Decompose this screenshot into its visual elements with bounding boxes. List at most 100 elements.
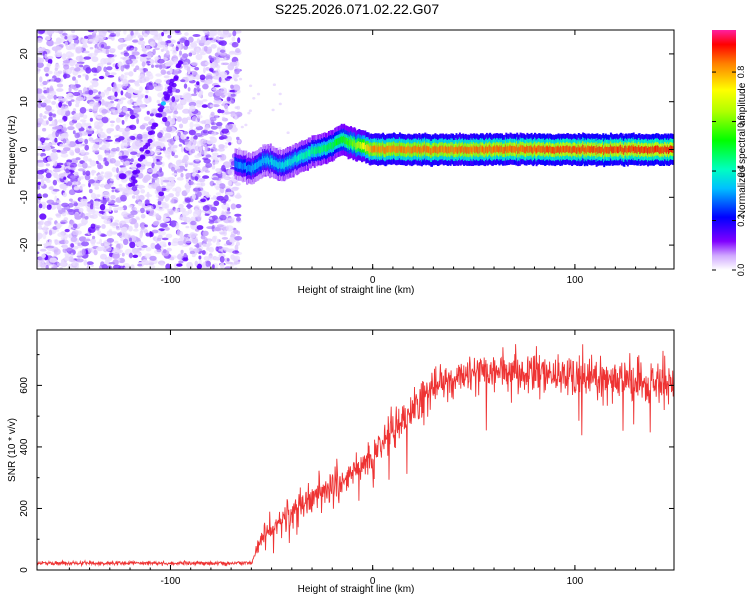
- noise-speck: [81, 38, 88, 44]
- noise-speck: [209, 104, 215, 108]
- noise-speck: [94, 36, 99, 43]
- noise-speck: [180, 222, 188, 225]
- noise-speck: [70, 252, 74, 258]
- noise-speck: [131, 155, 136, 159]
- noise-speck: [45, 251, 51, 255]
- noise-speck: [130, 210, 138, 215]
- noise-speck: [211, 122, 217, 126]
- noise-speck: [201, 138, 207, 144]
- noise-speck: [231, 186, 239, 192]
- noise-speck: [217, 147, 225, 152]
- noise-speck: [56, 200, 61, 204]
- noise-speck: [118, 257, 125, 263]
- noise-speck: [140, 214, 146, 219]
- y-tick-label: 10: [19, 96, 30, 108]
- noise-speck: [132, 133, 138, 137]
- noise-speck: [98, 213, 103, 217]
- noise-speck: [156, 243, 160, 250]
- noise-speck: [138, 74, 145, 81]
- noise-speck: [183, 154, 189, 162]
- noise-speck: [169, 67, 173, 74]
- noise-speck: [64, 41, 69, 47]
- streak-speck: [159, 105, 165, 110]
- noise-speck: [161, 31, 165, 37]
- noise-speck: [109, 103, 115, 107]
- noise-speck: [114, 91, 118, 97]
- noise-speck: [57, 263, 61, 266]
- noise-speck: [197, 214, 202, 222]
- y-tick-label: -10: [19, 190, 30, 205]
- noise-speck: [40, 248, 47, 252]
- noise-speck: [54, 137, 58, 143]
- noise-speck: [128, 79, 136, 83]
- y-tick-label: -20: [19, 237, 30, 252]
- noise-speck: [124, 160, 130, 166]
- noise-speck: [77, 137, 84, 142]
- streak-speck: [175, 63, 181, 69]
- noise-speck: [208, 67, 214, 72]
- noise-speck: [228, 52, 235, 56]
- noise-speck: [42, 80, 48, 86]
- noise-speck: [37, 174, 44, 180]
- noise-speck: [139, 86, 143, 93]
- noise-speck: [119, 111, 126, 117]
- streak-speck: [160, 101, 166, 106]
- noise-speck: [110, 72, 117, 76]
- noise-speck: [37, 235, 40, 242]
- snr-series-line: [37, 344, 674, 568]
- noise-speck: [82, 73, 87, 77]
- noise-speck: [70, 175, 76, 179]
- noise-speck: [165, 184, 173, 190]
- noise-speck: [211, 177, 220, 181]
- noise-speck: [90, 214, 98, 220]
- noise-speck: [136, 172, 144, 179]
- noise-speck: [40, 102, 47, 108]
- noise-speck: [90, 264, 94, 267]
- noise-speck: [136, 117, 140, 125]
- noise-speck: [220, 154, 227, 161]
- noise-speck: [45, 35, 51, 41]
- noise-speck: [187, 87, 191, 92]
- noise-speck: [176, 168, 184, 173]
- noise-speck: [46, 63, 52, 67]
- noise-speck: [215, 246, 219, 252]
- noise-speck: [55, 130, 60, 138]
- noise-speck: [108, 262, 116, 265]
- y-tick-label: 20: [19, 48, 30, 60]
- snr-frame: [36, 329, 675, 571]
- noise-speck: [118, 184, 123, 187]
- noise-speck: [86, 261, 94, 266]
- noise-speck: [195, 74, 201, 80]
- noise-speck: [163, 249, 167, 254]
- noise-speck: [234, 213, 242, 217]
- noise-speck: [238, 77, 243, 81]
- x-tick-label: 100: [567, 275, 584, 286]
- noise-speck: [97, 120, 104, 128]
- noise-speck: [115, 161, 119, 166]
- noise-speck: [104, 215, 108, 220]
- noise-speck: [220, 87, 228, 94]
- noise-speck: [256, 92, 261, 96]
- noise-speck: [52, 168, 61, 173]
- noise-speck: [206, 242, 210, 249]
- noise-speck: [42, 232, 47, 240]
- noise-speck: [189, 105, 196, 112]
- noise-speck: [201, 120, 207, 125]
- noise-speck: [156, 237, 162, 241]
- x-tick-label: 100: [567, 576, 584, 587]
- noise-speck: [47, 58, 53, 65]
- noise-speck: [83, 122, 92, 126]
- noise-speck: [110, 195, 116, 200]
- noise-speck: [179, 207, 186, 212]
- noise-speck: [116, 167, 119, 174]
- noise-speck: [99, 204, 106, 211]
- noise-speck: [68, 100, 72, 107]
- noise-speck: [157, 58, 165, 64]
- noise-speck: [155, 236, 159, 244]
- noise-speck: [47, 70, 53, 75]
- noise-speck: [150, 242, 156, 250]
- noise-speck: [98, 210, 105, 214]
- noise-speck: [222, 30, 229, 35]
- noise-speck: [47, 245, 55, 249]
- noise-speck: [167, 34, 172, 39]
